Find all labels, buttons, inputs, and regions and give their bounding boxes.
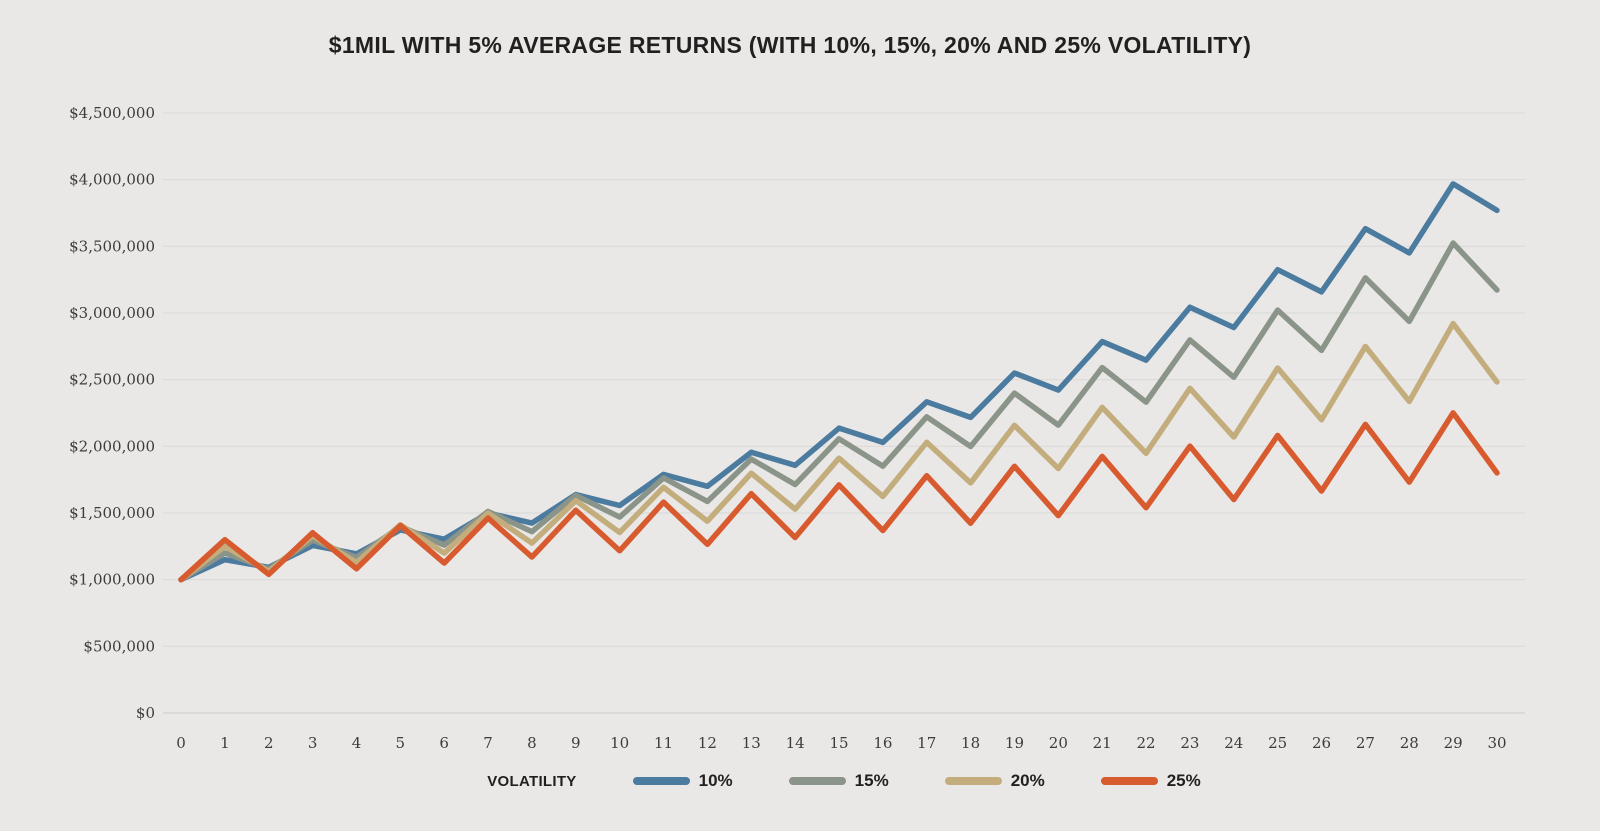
x-tick-label: 16 bbox=[873, 734, 892, 752]
y-tick-label: $0 bbox=[136, 704, 155, 722]
x-tick-label: 24 bbox=[1224, 734, 1243, 752]
legend-item-15pct: 15% bbox=[788, 771, 889, 791]
y-tick-label: $3,500,000 bbox=[69, 237, 155, 255]
y-tick-label: $500,000 bbox=[83, 637, 155, 655]
x-tick-label: 3 bbox=[308, 734, 318, 752]
y-tick-label: $4,500,000 bbox=[69, 104, 155, 122]
legend-label-10pct: 10% bbox=[698, 771, 733, 790]
y-tick-label: $2,000,000 bbox=[69, 437, 155, 455]
x-tick-label: 27 bbox=[1356, 734, 1375, 752]
legend-item-25pct: 25% bbox=[1100, 771, 1201, 791]
x-tick-label: 29 bbox=[1444, 734, 1463, 752]
legend-swatch-25pct-icon bbox=[1100, 777, 1158, 785]
legend-label-20pct: 20% bbox=[1010, 771, 1045, 790]
x-tick-label: 23 bbox=[1180, 734, 1199, 752]
legend-swatch-10pct-icon bbox=[632, 777, 690, 785]
x-tick-label: 11 bbox=[654, 734, 673, 752]
y-tick-label: $3,000,000 bbox=[69, 304, 155, 322]
x-tick-label: 13 bbox=[742, 734, 761, 752]
x-tick-label: 20 bbox=[1049, 734, 1068, 752]
y-tick-label: $1,000,000 bbox=[69, 571, 155, 589]
series-line-10pct bbox=[178, 181, 1500, 583]
x-tick-label: 15 bbox=[829, 734, 848, 752]
legend-item-20pct: 20% bbox=[944, 771, 1045, 791]
x-tick-label: 28 bbox=[1400, 734, 1419, 752]
series-line-15pct bbox=[178, 240, 1500, 583]
x-tick-label: 9 bbox=[571, 734, 581, 752]
x-tick-label: 0 bbox=[176, 734, 186, 752]
series-line-20pct bbox=[178, 320, 1500, 583]
x-tick-label: 26 bbox=[1312, 734, 1331, 752]
chart-title: $1MIL WITH 5% AVERAGE RETURNS (WITH 10%,… bbox=[328, 32, 1252, 58]
x-tick-label: 5 bbox=[396, 734, 406, 752]
legend-title: VOLATILITY bbox=[487, 772, 577, 790]
x-tick-label: 30 bbox=[1487, 734, 1506, 752]
x-tick-label: 4 bbox=[352, 734, 362, 752]
legend-label-25pct: 25% bbox=[1166, 771, 1201, 790]
legend-swatch-20pct-icon bbox=[944, 777, 1002, 785]
y-tick-label: $1,500,000 bbox=[69, 504, 155, 522]
x-tick-label: 19 bbox=[1005, 734, 1024, 752]
y-tick-label: $4,000,000 bbox=[69, 171, 155, 189]
x-tick-label: 21 bbox=[1093, 734, 1112, 752]
legend-swatch-15pct-icon bbox=[788, 777, 846, 785]
x-tick-label: 10 bbox=[610, 734, 629, 752]
x-tick-label: 7 bbox=[483, 734, 493, 752]
legend-label-15pct: 15% bbox=[854, 771, 889, 790]
x-tick-label: 6 bbox=[439, 734, 449, 752]
legend: VOLATILITY 10% 15% 20% 25% bbox=[163, 771, 1525, 791]
x-tick-label: 18 bbox=[961, 734, 980, 752]
x-tick-label: 22 bbox=[1137, 734, 1156, 752]
x-tick-label: 8 bbox=[527, 734, 537, 752]
x-tick-label: 25 bbox=[1268, 734, 1287, 752]
legend-item-10pct: 10% bbox=[632, 771, 733, 791]
x-tick-label: 12 bbox=[698, 734, 717, 752]
x-tick-label: 2 bbox=[264, 734, 274, 752]
series-line-25pct bbox=[178, 410, 1500, 583]
x-tick-label: 1 bbox=[220, 734, 230, 752]
x-tick-label: 14 bbox=[786, 734, 805, 752]
y-tick-label: $2,500,000 bbox=[69, 371, 155, 389]
x-tick-label: 17 bbox=[917, 734, 936, 752]
